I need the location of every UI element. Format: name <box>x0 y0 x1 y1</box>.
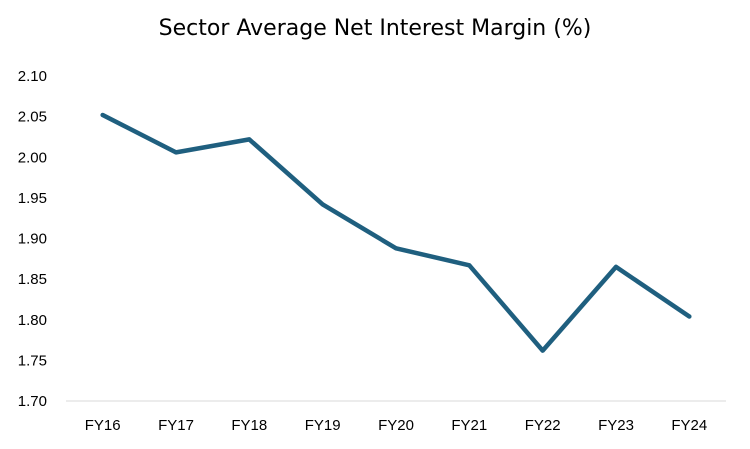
y-tick-label: 2.00 <box>18 149 47 166</box>
x-tick-label: FY23 <box>598 417 634 434</box>
x-axis-tick-labels: FY16 FY17 FY18 FY19 FY20 FY21 FY22 FY23 FY24 <box>85 417 708 434</box>
data-point <box>467 263 472 268</box>
data-point <box>320 202 325 207</box>
y-tick-label: 1.85 <box>18 271 47 288</box>
y-tick-label: 1.80 <box>18 312 47 329</box>
data-point <box>687 314 692 319</box>
x-tick-label: FY22 <box>525 417 561 434</box>
series-layer <box>100 112 692 353</box>
y-tick-label: 1.90 <box>18 231 47 248</box>
data-point <box>394 246 398 251</box>
x-tick-label: FY21 <box>451 417 487 434</box>
x-tick-label: FY18 <box>231 417 267 434</box>
data-point <box>540 348 545 353</box>
x-tick-label: FY24 <box>671 417 707 434</box>
y-tick-label: 1.75 <box>18 352 47 369</box>
x-tick-label: FY17 <box>158 417 194 434</box>
y-tick-label: 1.70 <box>18 393 47 410</box>
y-tick-label: 1.95 <box>18 190 47 207</box>
y-tick-label: 2.10 <box>18 68 47 85</box>
data-point <box>247 137 252 142</box>
y-tick-label: 2.05 <box>18 109 47 126</box>
x-tick-label: FY20 <box>378 417 414 434</box>
data-point <box>174 150 178 155</box>
y-axis-tick-labels: 1.70 1.75 1.80 1.85 1.90 1.95 2.00 2.05 2.10 <box>18 68 47 410</box>
chart-title: Sector Average Net Interest Margin (%) <box>158 16 592 41</box>
series-line <box>100 112 692 353</box>
data-point <box>614 264 618 269</box>
x-tick-label: FY19 <box>305 417 341 434</box>
data-point <box>100 113 105 117</box>
x-tick-label: FY16 <box>85 417 121 434</box>
